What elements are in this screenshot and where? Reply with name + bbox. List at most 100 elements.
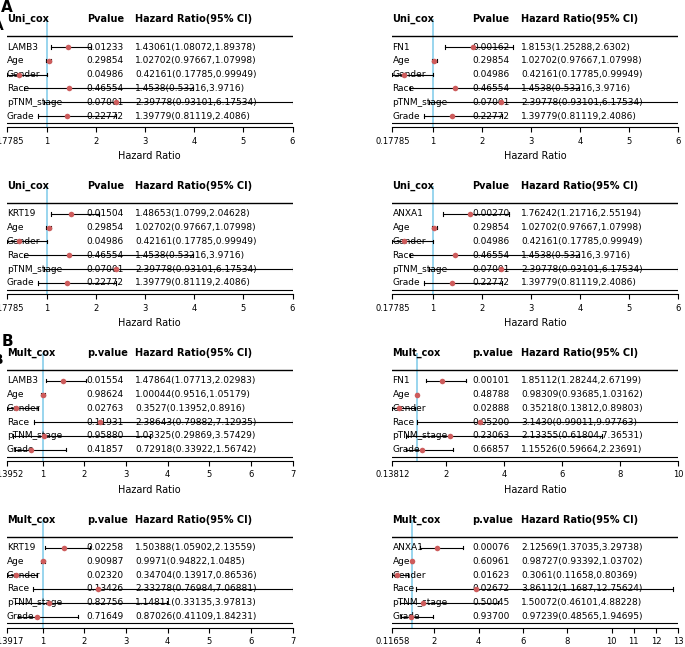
Text: 0.04986: 0.04986	[473, 237, 510, 246]
Text: Mult_cox: Mult_cox	[393, 347, 440, 358]
Text: 1.03325(0.29869,3.57429): 1.03325(0.29869,3.57429)	[136, 432, 257, 441]
X-axis label: Hazard Ratio: Hazard Ratio	[119, 318, 181, 328]
Text: 0.23063: 0.23063	[473, 432, 510, 441]
Text: 0.00101: 0.00101	[473, 376, 510, 385]
Text: 0.90987: 0.90987	[87, 557, 124, 566]
Text: Grade: Grade	[7, 278, 34, 287]
Text: 0.29854: 0.29854	[87, 223, 124, 232]
Text: 1.85112(1.28244,2.67199): 1.85112(1.28244,2.67199)	[521, 376, 642, 385]
Text: 0.66857: 0.66857	[473, 445, 510, 454]
X-axis label: Hazard Ratio: Hazard Ratio	[504, 151, 566, 161]
Text: KRT19: KRT19	[7, 543, 35, 552]
Text: 1.4538(0.53216,3.9716): 1.4538(0.53216,3.9716)	[136, 251, 245, 259]
Text: 0.02320: 0.02320	[87, 571, 124, 580]
Text: 0.07001: 0.07001	[87, 265, 124, 274]
Text: 0.87026(0.41109,1.84231): 0.87026(0.41109,1.84231)	[136, 612, 257, 621]
Text: Age: Age	[393, 390, 410, 399]
Text: Hazard Ratio(95% CI): Hazard Ratio(95% CI)	[521, 515, 638, 525]
Text: 0.9971(0.94822,1.0485): 0.9971(0.94822,1.0485)	[136, 557, 245, 566]
Text: 0.22772: 0.22772	[473, 111, 510, 120]
Text: p.value: p.value	[473, 515, 513, 525]
Text: 0.04986: 0.04986	[87, 237, 124, 246]
Text: Gender: Gender	[393, 237, 426, 246]
Text: pTNM_stage: pTNM_stage	[7, 265, 62, 274]
Text: Age: Age	[7, 56, 25, 65]
Text: FN1: FN1	[393, 43, 410, 52]
Text: 0.00270: 0.00270	[473, 210, 510, 218]
Text: B: B	[0, 353, 3, 367]
Text: 2.12569(1.37035,3.29738): 2.12569(1.37035,3.29738)	[521, 543, 643, 552]
Text: 1.50388(1.05902,2.13559): 1.50388(1.05902,2.13559)	[136, 543, 257, 552]
Text: 0.46554: 0.46554	[87, 251, 124, 259]
Text: 0.42161(0.17785,0.99949): 0.42161(0.17785,0.99949)	[136, 70, 257, 79]
Text: 2.38643(0.79882,7.12935): 2.38643(0.79882,7.12935)	[136, 417, 257, 426]
Text: 2.33278(0.76984,7.06881): 2.33278(0.76984,7.06881)	[136, 584, 257, 593]
Text: A: A	[0, 19, 3, 34]
Text: 1.76242(1.21716,2.55194): 1.76242(1.21716,2.55194)	[521, 210, 642, 218]
Text: Gender: Gender	[393, 571, 426, 580]
Text: p.value: p.value	[473, 348, 513, 358]
Text: 0.42161(0.17785,0.99949): 0.42161(0.17785,0.99949)	[521, 70, 643, 79]
Text: Race: Race	[393, 251, 414, 259]
Text: Race: Race	[393, 584, 414, 593]
Text: Pvalue: Pvalue	[87, 14, 124, 24]
Text: 0.98727(0.93392,1.03702): 0.98727(0.93392,1.03702)	[521, 557, 643, 566]
Text: Gender: Gender	[7, 571, 40, 580]
Text: pTNM_stage: pTNM_stage	[7, 598, 62, 608]
Text: 1.50072(0.46101,4.88228): 1.50072(0.46101,4.88228)	[521, 598, 643, 608]
Text: 0.46554: 0.46554	[473, 84, 510, 93]
Text: 0.29854: 0.29854	[473, 56, 510, 65]
Text: Gender: Gender	[7, 237, 40, 246]
Text: 1.4538(0.53216,3.9716): 1.4538(0.53216,3.9716)	[136, 84, 245, 93]
Text: Pvalue: Pvalue	[473, 181, 510, 191]
Text: 0.42161(0.17785,0.99949): 0.42161(0.17785,0.99949)	[521, 237, 643, 246]
Text: p.value: p.value	[87, 348, 127, 358]
Text: Mult_cox: Mult_cox	[7, 347, 55, 358]
Text: Hazard Ratio(95% CI): Hazard Ratio(95% CI)	[136, 515, 253, 525]
Text: 0.71649: 0.71649	[87, 612, 124, 621]
Text: Gender: Gender	[7, 70, 40, 79]
Text: 0.02763: 0.02763	[87, 404, 124, 413]
Text: 0.46554: 0.46554	[87, 84, 124, 93]
Text: 0.41857: 0.41857	[87, 445, 124, 454]
X-axis label: Hazard Ratio: Hazard Ratio	[119, 151, 181, 161]
Text: Age: Age	[393, 557, 410, 566]
Text: Uni_cox: Uni_cox	[7, 181, 49, 191]
Text: 1.00044(0.9516,1.05179): 1.00044(0.9516,1.05179)	[136, 390, 251, 399]
Text: pTNM_stage: pTNM_stage	[7, 98, 62, 107]
Text: Mult_cox: Mult_cox	[393, 514, 440, 525]
Text: 1.39779(0.81119,2.4086): 1.39779(0.81119,2.4086)	[521, 278, 637, 287]
Text: 0.01233: 0.01233	[87, 43, 124, 52]
Text: 0.29854: 0.29854	[473, 223, 510, 232]
Text: Age: Age	[7, 223, 25, 232]
Text: 0.72918(0.33922,1.56742): 0.72918(0.33922,1.56742)	[136, 445, 257, 454]
Text: pTNM_stage: pTNM_stage	[393, 432, 448, 441]
Text: B: B	[1, 334, 13, 349]
Text: 0.50045: 0.50045	[473, 598, 510, 608]
Text: ANXA1: ANXA1	[393, 543, 423, 552]
Text: 0.98624: 0.98624	[87, 390, 124, 399]
Text: Hazard Ratio(95% CI): Hazard Ratio(95% CI)	[521, 14, 638, 24]
Text: 0.48788: 0.48788	[473, 390, 510, 399]
Text: Age: Age	[7, 557, 25, 566]
Text: Race: Race	[7, 84, 29, 93]
Text: Mult_cox: Mult_cox	[7, 514, 55, 525]
Text: Gender: Gender	[393, 70, 426, 79]
Text: 0.98309(0.93685,1.03162): 0.98309(0.93685,1.03162)	[521, 390, 643, 399]
Text: 0.13426: 0.13426	[87, 584, 124, 593]
Text: 3.86112(1.1687,12.75624): 3.86112(1.1687,12.75624)	[521, 584, 643, 593]
Text: Hazard Ratio(95% CI): Hazard Ratio(95% CI)	[136, 348, 253, 358]
Text: Uni_cox: Uni_cox	[393, 181, 434, 191]
Text: Gender: Gender	[7, 404, 40, 413]
Text: 0.34704(0.13917,0.86536): 0.34704(0.13917,0.86536)	[136, 571, 257, 580]
Text: 2.39778(0.93101,6.17534): 2.39778(0.93101,6.17534)	[136, 265, 257, 274]
Text: 0.00162: 0.00162	[473, 43, 510, 52]
Text: 0.22772: 0.22772	[87, 111, 124, 120]
Text: Grade: Grade	[393, 445, 420, 454]
Text: 1.4538(0.53216,3.9716): 1.4538(0.53216,3.9716)	[521, 84, 631, 93]
Text: 1.02702(0.97667,1.07998): 1.02702(0.97667,1.07998)	[521, 223, 643, 232]
Text: Gender: Gender	[393, 404, 426, 413]
Text: 0.07001: 0.07001	[87, 98, 124, 107]
Text: Race: Race	[7, 251, 29, 259]
Text: LAMB3: LAMB3	[7, 43, 38, 52]
